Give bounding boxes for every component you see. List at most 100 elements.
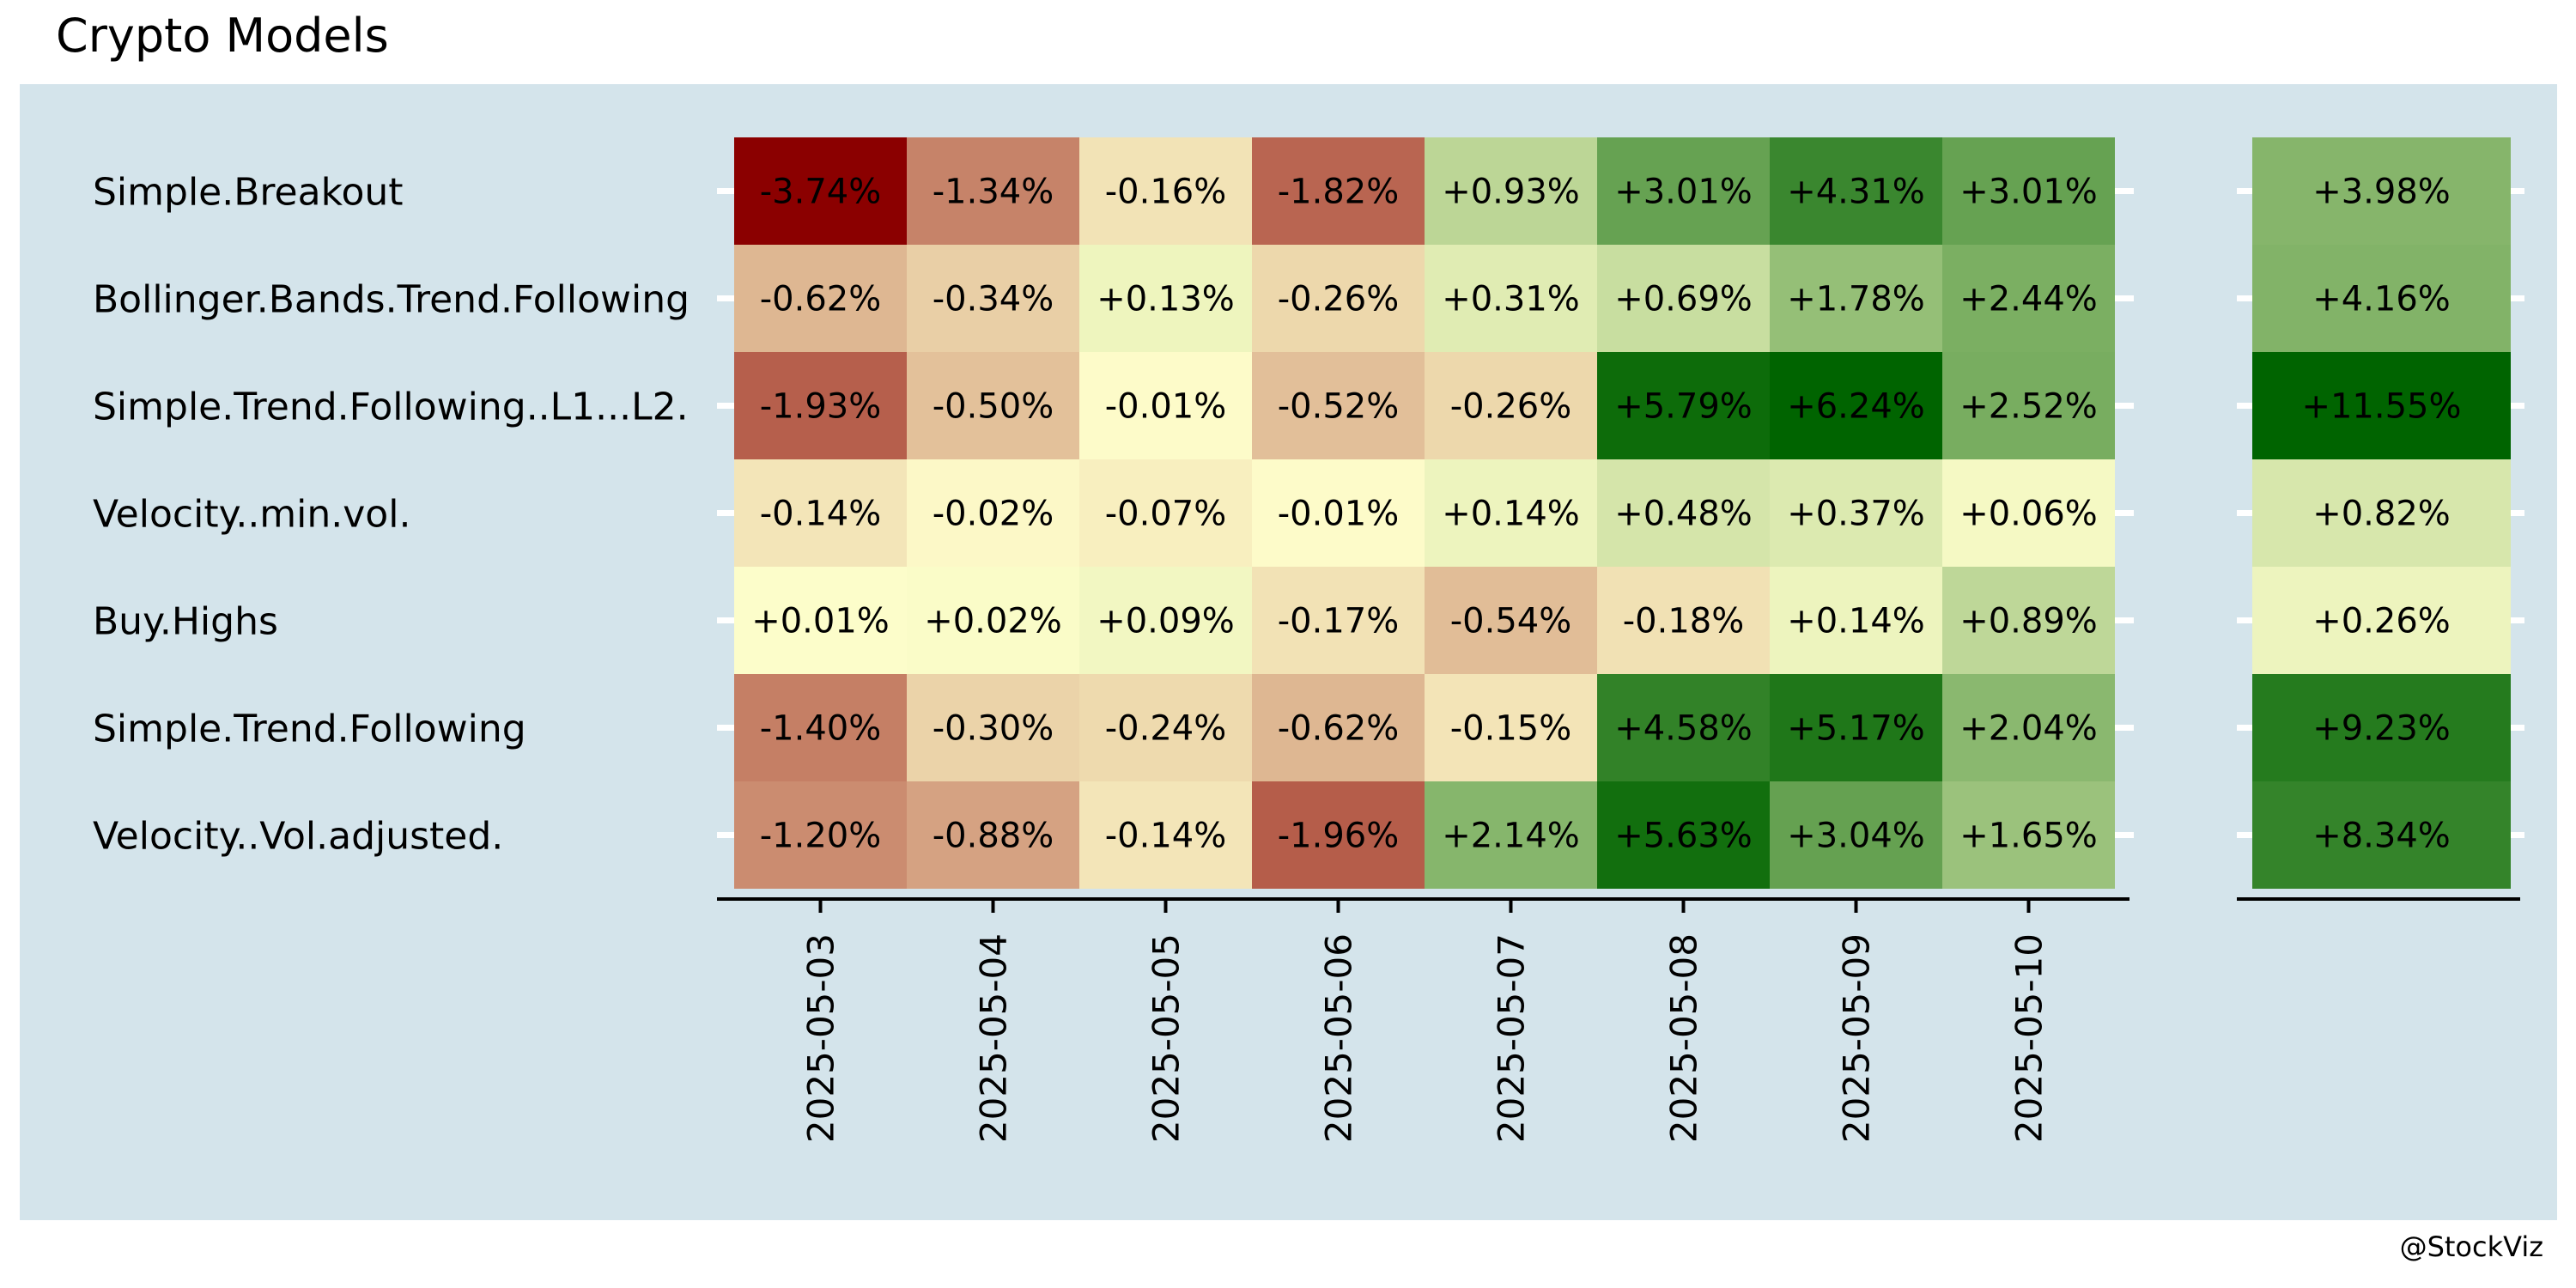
cell-value-label: +0.93%: [1442, 173, 1580, 212]
heatmap-cell: [1079, 674, 1252, 781]
heatmap-cell: [907, 352, 1079, 459]
cell-value-label: +3.04%: [1787, 817, 1925, 856]
cell-value-label: +0.31%: [1442, 280, 1580, 319]
total-value-label: +11.55%: [2301, 387, 2461, 427]
cell-value-label: -0.24%: [1105, 709, 1227, 749]
x-tick-label: 2025-05-08: [1663, 933, 1705, 1143]
heatmap-cell: [1079, 352, 1252, 459]
row-label: Buy.Highs: [93, 600, 278, 644]
cell-value-label: -3.74%: [760, 173, 882, 212]
cell-value-label: -0.50%: [933, 387, 1054, 427]
heatmap-cell: [907, 674, 1079, 781]
cell-value-label: +5.63%: [1614, 817, 1753, 856]
row-label: Bollinger.Bands.Trend.Following: [93, 278, 690, 322]
total-cell: [2252, 137, 2511, 245]
row-label: Simple.Breakout: [93, 171, 404, 215]
chart-title: Crypto Models: [56, 9, 389, 63]
heatmap-cell: [1942, 137, 2115, 245]
heatmap-cell: [734, 245, 907, 352]
heatmap-cell: [1079, 137, 1252, 245]
heatmap-cell: [1425, 137, 1597, 245]
cell-value-label: -0.34%: [933, 280, 1054, 319]
heatmap-cell: [1597, 781, 1770, 889]
cell-value-label: +3.01%: [1614, 173, 1753, 212]
cell-value-label: -0.14%: [760, 495, 882, 534]
cell-value-label: +2.52%: [1959, 387, 2098, 427]
heatmap-cell: [907, 245, 1079, 352]
x-tick-label: 2025-05-04: [973, 933, 1015, 1143]
heatmap-cell: [1252, 459, 1425, 567]
credit-text: @StockViz: [2399, 1230, 2543, 1263]
heatmap-cell: [1252, 781, 1425, 889]
cell-value-label: +0.09%: [1097, 602, 1235, 641]
total-cell: [2252, 781, 2511, 889]
cells-layer: -3.74% -1.34% -0.16% -1.82% +0.93% +3.01% +4.3…: [734, 137, 2115, 889]
cell-value-label: +3.01%: [1959, 173, 2098, 212]
heatmap-cell: [734, 567, 907, 674]
heatmap-cell: [907, 137, 1079, 245]
row-label: Simple.Trend.Following..L1...L2.: [93, 386, 689, 429]
x-tick-label: 2025-05-03: [800, 933, 842, 1143]
cell-value-label: -1.82%: [1278, 173, 1400, 212]
total-cell: [2252, 352, 2511, 459]
heatmap-cell: [1942, 781, 2115, 889]
x-tick-label: 2025-05-05: [1145, 933, 1188, 1143]
row-label: Simple.Trend.Following: [93, 708, 526, 751]
heatmap-cell: [1252, 245, 1425, 352]
row-label: Velocity..Vol.adjusted.: [93, 815, 503, 859]
cell-value-label: -0.62%: [760, 280, 882, 319]
heatmap-cell: [734, 674, 907, 781]
cell-value-label: +2.44%: [1959, 280, 2098, 319]
cell-value-label: -0.01%: [1105, 387, 1227, 427]
totals-layer: +3.98% +4.16% +11.55% +0.82% +0.26% +9.23% +8.…: [2252, 137, 2511, 889]
heatmap-cell: [1942, 567, 2115, 674]
cell-value-label: +6.24%: [1787, 387, 1925, 427]
cell-value-label: +5.17%: [1787, 709, 1925, 749]
date-labels: 2025-05-03 2025-05-04 2025-05-05 2025-05-06…: [800, 933, 2050, 1143]
x-tick-label: 2025-05-06: [1318, 933, 1360, 1143]
cell-value-label: -0.18%: [1623, 602, 1745, 641]
cell-value-label: -0.01%: [1278, 495, 1400, 534]
total-value-label: +0.26%: [2312, 602, 2451, 641]
cell-value-label: -1.93%: [760, 387, 882, 427]
heatmap-cell: [1770, 352, 1942, 459]
heatmap-cell: [1597, 137, 1770, 245]
heatmap-cell: [1597, 245, 1770, 352]
cell-value-label: -0.54%: [1450, 602, 1572, 641]
x-tick-label: 2025-05-10: [2008, 933, 2050, 1143]
heatmap-cell: [907, 781, 1079, 889]
cell-value-label: +0.37%: [1787, 495, 1925, 534]
heatmap-cell: [734, 137, 907, 245]
heatmap-cell: [1425, 245, 1597, 352]
total-value-label: +0.82%: [2312, 495, 2451, 534]
cell-value-label: +1.78%: [1787, 280, 1925, 319]
cell-value-label: +5.79%: [1614, 387, 1753, 427]
cell-value-label: -0.07%: [1105, 495, 1227, 534]
cell-value-label: -0.14%: [1105, 817, 1227, 856]
total-value-label: +3.98%: [2312, 173, 2451, 212]
cell-value-label: -1.20%: [760, 817, 882, 856]
cell-value-label: +0.89%: [1959, 602, 2098, 641]
cell-value-label: -0.02%: [933, 495, 1054, 534]
x-tick-label: 2025-05-07: [1491, 933, 1533, 1143]
heatmap-cell: [1425, 781, 1597, 889]
heatmap-cell: [1079, 567, 1252, 674]
total-cell: [2252, 459, 2511, 567]
heatmap-cell: [1942, 352, 2115, 459]
cell-value-label: +0.14%: [1787, 602, 1925, 641]
cell-value-label: +0.13%: [1097, 280, 1235, 319]
heatmap-cell: [1770, 567, 1942, 674]
cell-value-label: +0.69%: [1614, 280, 1753, 319]
cell-value-label: -0.17%: [1278, 602, 1400, 641]
heatmap-cell: [1252, 567, 1425, 674]
heatmap-cell: [1770, 459, 1942, 567]
cell-value-label: +2.04%: [1959, 709, 2098, 749]
heatmap-cell: [1079, 459, 1252, 567]
heatmap-cell: [1597, 352, 1770, 459]
cell-value-label: -0.26%: [1278, 280, 1400, 319]
cell-value-label: +0.14%: [1442, 495, 1580, 534]
heatmap-cell: [1597, 459, 1770, 567]
total-cell: [2252, 674, 2511, 781]
heatmap-cell: [1770, 674, 1942, 781]
total-value-label: +4.16%: [2312, 280, 2451, 319]
